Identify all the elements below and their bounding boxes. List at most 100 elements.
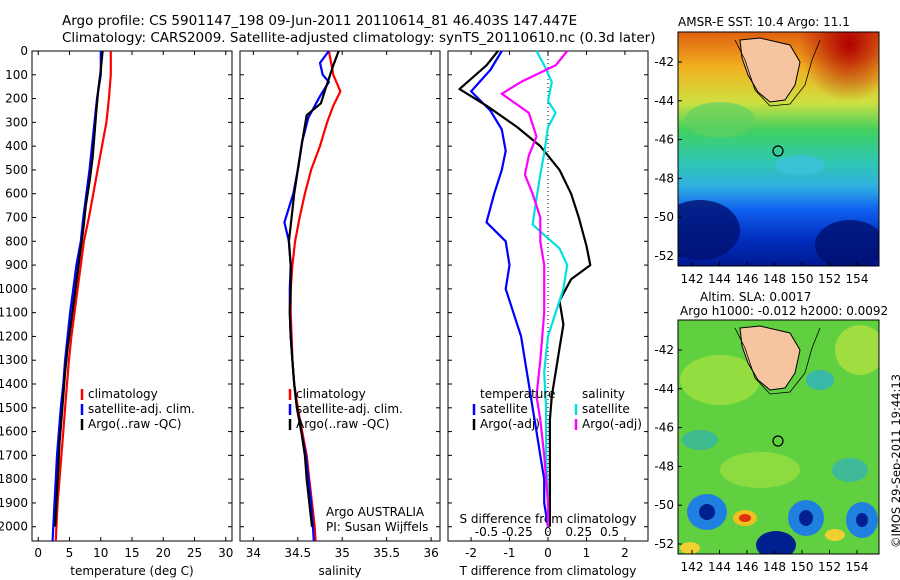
y-tick-label: 600 [5,187,28,201]
legend-label: Argo(..raw -QC) [88,417,181,431]
top-tick-label: -0.25 [502,525,533,539]
map-lon-label: 144 [708,272,731,286]
x-axis-label: temperature (deg C) [70,564,193,578]
tasmania-landmass [739,37,801,103]
header-line-2: Climatology: CARS2009. Satellite-adjuste… [62,30,656,46]
sla-map-subtitle: Argo h1000: -0.012 h2000: 0.0092 [680,304,889,318]
y-tick-label: 1100 [0,306,28,320]
x-tick-label: 1 [583,546,591,560]
header-line-1: Argo profile: CS 5901147_198 09-Jun-2011… [62,13,578,29]
y-tick-label: 700 [5,211,28,225]
legend-label: climatology [88,387,158,401]
plot-frame-temperature [31,50,233,542]
map-lon-label: 146 [736,560,759,574]
map-lat-label: -50 [654,210,674,224]
map-lon-label: 148 [763,560,786,574]
map-lat-label: -52 [654,249,674,263]
y-tick-label: 100 [5,68,28,82]
series-line-climatology [54,51,112,542]
imos-credit-text: IMOS 29-Sep-2011 19:44:13 [889,374,900,537]
x-tick-label: 30 [218,546,233,560]
top-tick-label: 0.25 [565,525,592,539]
x-axis-label: salinity [318,564,361,578]
legend-label: climatology [296,387,366,401]
x-tick-label: 15 [124,546,139,560]
series-line-satellite-adj-clim- [51,51,102,542]
y-tick-label: 1600 [0,425,28,439]
map-lon-label: 152 [818,560,841,574]
series-line-satellite [470,50,550,527]
y-tick-label: 500 [5,163,28,177]
x-tick-label: 25 [187,546,202,560]
y-tick-label: 300 [5,115,28,129]
x-tick-label: 35 [335,546,350,560]
map-lon-label: 146 [736,272,759,286]
map-lon-label: 150 [791,560,814,574]
series-line-argo-adj- [458,50,592,527]
series-line-argo-raw-qc- [54,50,104,527]
legend-header: temperature [480,387,555,401]
map-lon-label: 142 [681,560,704,574]
argo-position-marker [772,435,784,447]
map-lon-label: 150 [791,272,814,286]
map-lat-label: -48 [654,171,674,185]
map-lat-label: -50 [654,498,674,512]
series-line-climatology [289,50,342,542]
legend-label: satellite-adj. clim. [88,402,195,416]
x-tick-label: 2 [621,546,629,560]
map-lat-label: -44 [654,94,674,108]
sst-map-title: AMSR-E SST: 10.4 Argo: 11.1 [678,15,850,29]
map-lon-label: 152 [818,272,841,286]
top-tick-label: 0.5 [600,525,619,539]
legend-header: salinity [582,387,625,401]
sst-map [678,32,879,266]
y-tick-label: 1300 [0,353,28,367]
y-tick-label: 0 [20,44,28,58]
map-lon-label: 142 [681,272,704,286]
series-line-argo-adj- [500,50,569,527]
y-tick-label: 1800 [0,472,28,486]
y-tick-label: 800 [5,234,28,248]
x-tick-label: -1 [504,546,516,560]
x-tick-label: 34 [246,546,261,560]
y-tick-label: 1400 [0,377,28,391]
x-tick-label: 0 [34,546,42,560]
map-lat-label: -42 [654,343,674,357]
map-lat-label: -46 [654,421,674,435]
tasmania-landmass [739,325,801,391]
x-tick-label: -2 [465,546,477,560]
x-tick-label: 35.5 [373,546,400,560]
x-tick-label: 36 [423,546,438,560]
annotation-program: Argo AUSTRALIA [326,505,425,519]
series-line-satellite [531,50,569,527]
map-lon-label: 154 [846,272,869,286]
y-tick-label: 1000 [0,282,28,296]
map-lon-label: 148 [763,272,786,286]
sla-map-title: Altim. SLA: 0.0017 [700,290,812,304]
y-tick-label: 400 [5,139,28,153]
x-tick-label: 34.5 [284,546,311,560]
map-lat-label: -44 [654,382,674,396]
legend-label: Argo(-adj) [582,417,642,431]
y-tick-label: 1900 [0,496,28,510]
map-lon-label: 154 [846,560,869,574]
x-tick-label: 0 [544,546,552,560]
legend-label: Argo(-adj) [480,417,540,431]
legend-label: Argo(..raw -QC) [296,417,389,431]
legend-label: satellite [480,402,528,416]
map-lon-label: 144 [708,560,731,574]
argo-position-marker [772,145,784,157]
x-tick-label: 10 [93,546,108,560]
x-tick-label: 5 [66,546,74,560]
x-axis-label: T difference from climatology [459,564,637,578]
map-lat-label: -52 [654,537,674,551]
y-tick-label: 1200 [0,329,28,343]
sla-map [678,320,879,554]
y-tick-label: 200 [5,92,28,106]
x-tick-label: 20 [156,546,171,560]
map-lat-label: -46 [654,133,674,147]
annotation-pi: PI: Susan Wijffels [326,520,428,534]
y-tick-label: 1700 [0,448,28,462]
y-tick-label: 1500 [0,401,28,415]
